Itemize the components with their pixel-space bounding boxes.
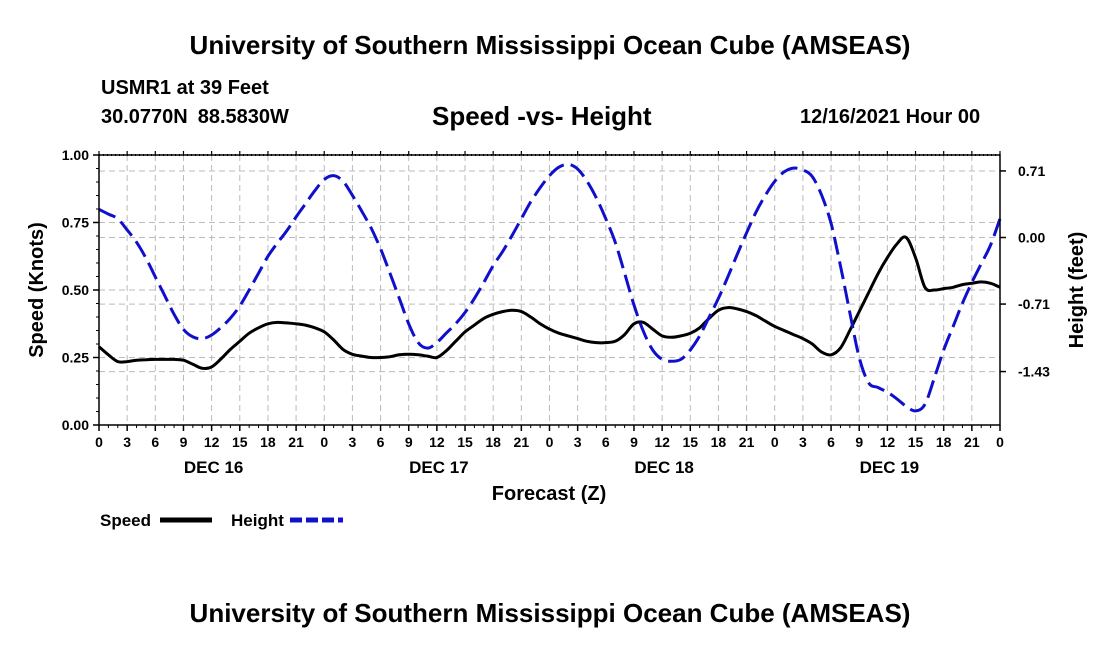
forecast-datetime: 12/16/2021 Hour 00 xyxy=(800,106,981,128)
x-axis-tick-label: 18 xyxy=(711,434,727,450)
x-axis-date-label: DEC 18 xyxy=(634,458,694,477)
right-axis-title: Height (feet) xyxy=(1066,232,1088,349)
x-axis-tick-label: 3 xyxy=(574,434,582,450)
chart-subtitle: Speed -vs- Height xyxy=(432,101,652,131)
x-axis-tick-label: 6 xyxy=(602,434,610,450)
x-axis-tick-label: 0 xyxy=(95,434,103,450)
x-axis-tick-label: 9 xyxy=(630,434,638,450)
x-axis-tick-label: 6 xyxy=(377,434,385,450)
legend-height-label: Height xyxy=(231,511,284,530)
station-coordinates: 30.0770N 88.5830W xyxy=(101,106,289,129)
x-axis-tick-label: 15 xyxy=(232,434,248,450)
left-axis-tick-label: 0.25 xyxy=(62,350,89,366)
legend-speed-label: Speed xyxy=(100,511,151,530)
right-axis-tick-label: -0.71 xyxy=(1018,296,1050,312)
legend: Speed Height xyxy=(100,511,343,530)
x-axis-date-label: DEC 16 xyxy=(184,458,244,477)
x-axis-tick-label: 21 xyxy=(288,434,304,450)
x-axis-tick-label: 0 xyxy=(546,434,554,450)
chart-main-title: University of Southern Mississippi Ocean… xyxy=(189,30,911,60)
x-axis-tick-label: 15 xyxy=(682,434,698,450)
x-axis-tick-label: 15 xyxy=(457,434,473,450)
x-axis-tick-label: 6 xyxy=(151,434,159,450)
x-axis-tick-label: 12 xyxy=(880,434,896,450)
left-axis-tick-label: 0.00 xyxy=(62,417,89,433)
x-axis-tick-label: 12 xyxy=(429,434,445,450)
right-axis-tick-label: -1.43 xyxy=(1018,364,1050,380)
series-layer xyxy=(98,162,1002,413)
x-axis-tick-label: 9 xyxy=(180,434,188,450)
left-axis-tick-label: 0.75 xyxy=(62,215,89,231)
x-axis-tick-label: 0 xyxy=(771,434,779,450)
x-axis-tick-label: 0 xyxy=(996,434,1004,450)
x-axis-tick-label: 15 xyxy=(908,434,924,450)
height-series-line xyxy=(98,162,1002,413)
x-axis-tick-label: 18 xyxy=(936,434,952,450)
x-axis-tick-label: 0 xyxy=(320,434,328,450)
speed-series-line xyxy=(98,235,1001,371)
footer-title: University of Southern Mississippi Ocean… xyxy=(189,598,911,628)
x-axis-tick-label: 21 xyxy=(964,434,980,450)
x-axis-tick-label: 9 xyxy=(855,434,863,450)
left-axis-tick-label: 1.00 xyxy=(62,147,89,163)
right-axis-tick-label: 0.00 xyxy=(1018,230,1045,246)
x-axis-tick-label: 9 xyxy=(405,434,413,450)
x-axis-tick-label: 6 xyxy=(827,434,835,450)
x-axis-tick-label: 12 xyxy=(654,434,670,450)
x-axis-date-label: DEC 19 xyxy=(860,458,920,477)
left-axis-title: Speed (Knots) xyxy=(26,222,48,358)
x-axis-title: Forecast (Z) xyxy=(492,483,606,505)
x-axis-tick-label: 12 xyxy=(204,434,220,450)
x-axis-tick-label: 3 xyxy=(123,434,131,450)
x-axis-tick-label: 18 xyxy=(485,434,501,450)
x-axis-tick-label: 3 xyxy=(349,434,357,450)
x-axis-tick-label: 21 xyxy=(739,434,755,450)
left-axis-tick-label: 0.50 xyxy=(62,282,89,298)
grid-lines xyxy=(99,155,1000,425)
x-axis-tick-label: 18 xyxy=(260,434,276,450)
right-axis-tick-label: 0.71 xyxy=(1018,163,1045,179)
station-label: USMR1 at 39 Feet xyxy=(101,77,269,99)
x-axis-tick-label: 3 xyxy=(799,434,807,450)
latitude-label: 30.0770N xyxy=(101,106,188,128)
longitude-label: 88.5830W xyxy=(197,106,289,128)
x-axis-date-label: DEC 17 xyxy=(409,458,469,477)
axes: 0.00 0.25 0.50 0.75 1.00 0.71 0.00 -0.71 -1.43 0 3… xyxy=(62,147,1050,477)
x-axis-tick-label: 21 xyxy=(514,434,530,450)
